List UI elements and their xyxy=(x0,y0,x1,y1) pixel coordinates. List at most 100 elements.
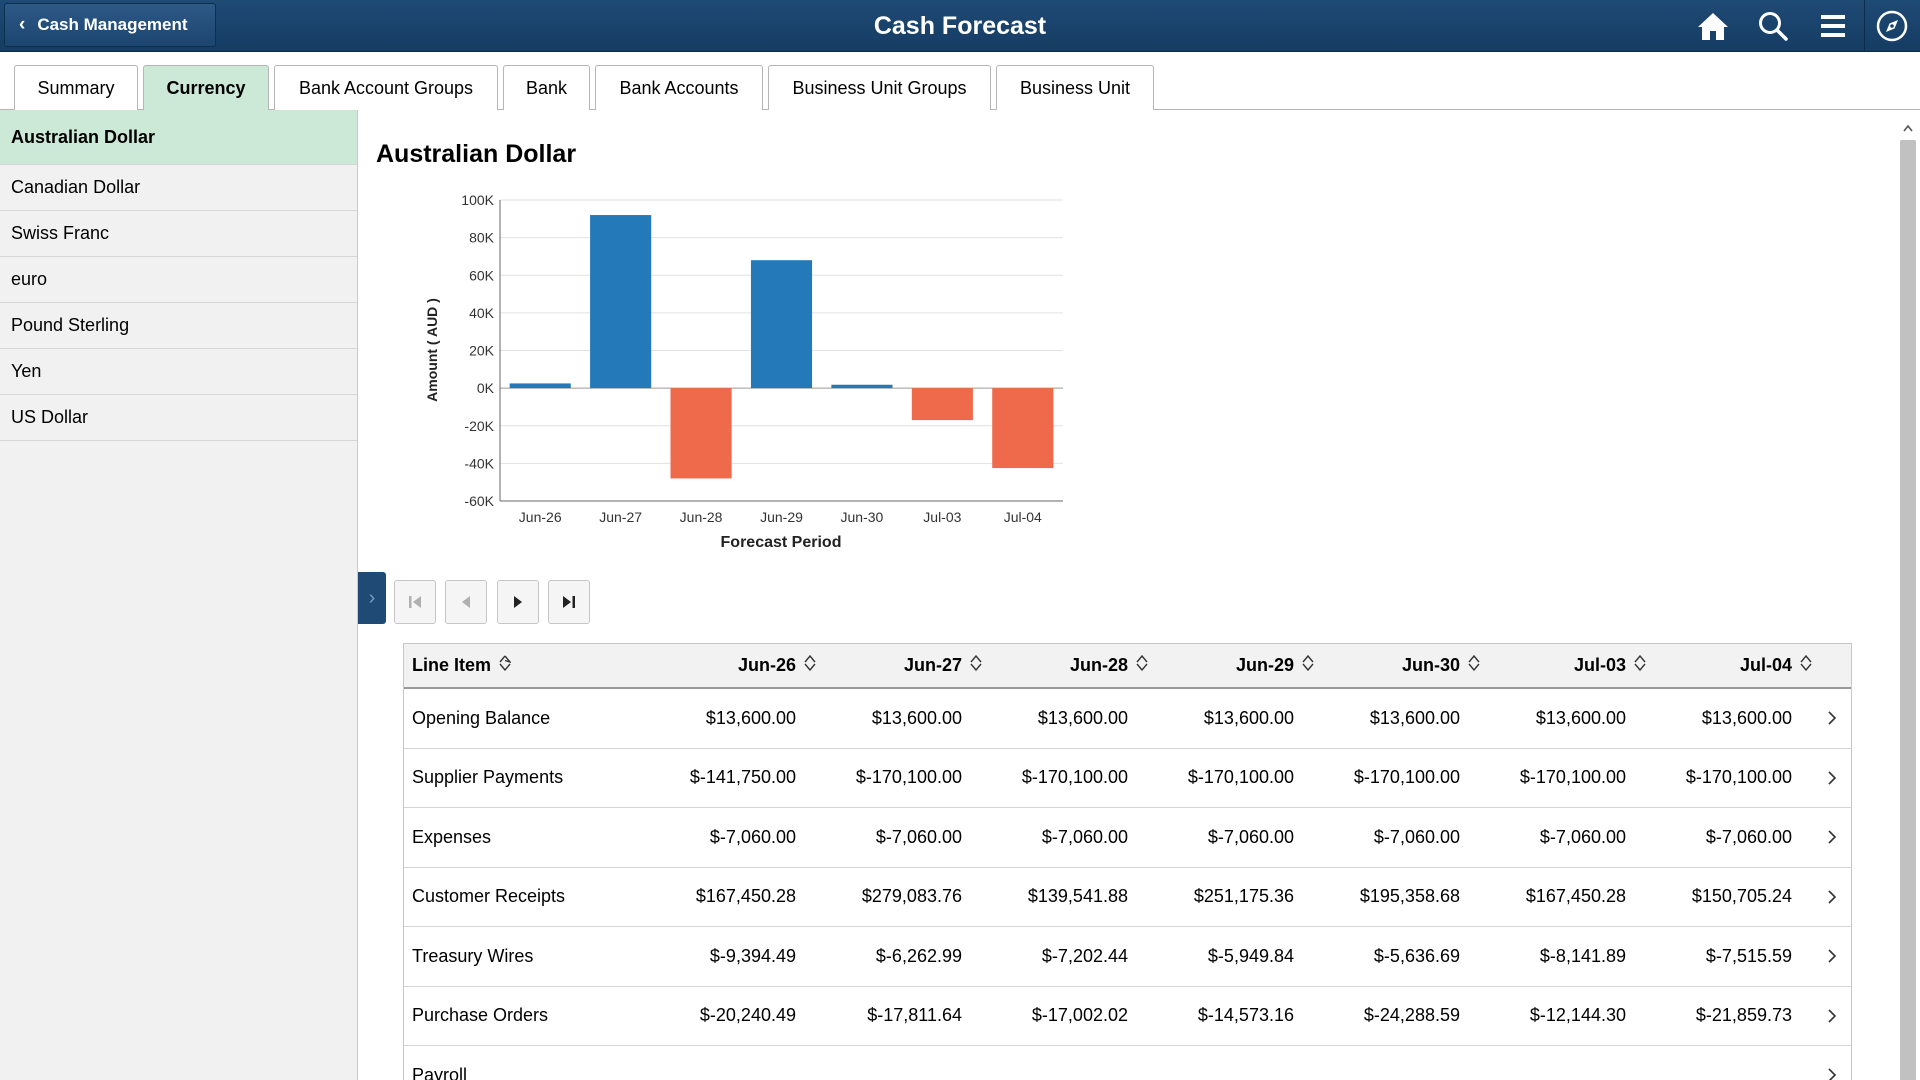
cell-value: $195,358.68 xyxy=(1359,886,1460,907)
chevron-right-icon[interactable] xyxy=(1827,808,1837,867)
cell-value: $-7,060.00 xyxy=(1373,826,1460,847)
chevron-right-icon[interactable] xyxy=(1827,987,1837,1046)
currency-item-yen[interactable]: Yen xyxy=(0,349,357,395)
currency-item-canadian-dollar[interactable]: Canadian Dollar xyxy=(0,165,357,211)
table-row[interactable]: Expenses $-7,060.00 $-7,060.00 $-7,060.00 $-… xyxy=(404,808,1851,868)
tab-bar: Summary Currency Bank Account Groups Ban… xyxy=(0,52,1920,110)
column-header-label: Jun-29 xyxy=(1235,655,1294,675)
back-button[interactable]: ‹ Cash Management xyxy=(4,3,216,47)
table-row[interactable]: Supplier Payments $-141,750.00 $-170,100.0… xyxy=(404,748,1851,808)
tab-currency[interactable]: Currency xyxy=(143,65,269,110)
navbar-compass-icon[interactable] xyxy=(1872,6,1912,46)
cell-value: $-170,100.00 xyxy=(1519,767,1626,788)
currency-item-us-dollar[interactable]: US Dollar xyxy=(0,395,357,441)
chevron-right-icon[interactable] xyxy=(1827,689,1837,748)
cell-value: $-7,060.00 xyxy=(1539,826,1626,847)
tab-business-unit-groups[interactable]: Business Unit Groups xyxy=(768,65,991,110)
bar-jul-03[interactable] xyxy=(911,388,973,421)
cell-value: $-21,859.73 xyxy=(1695,1005,1792,1026)
tab-bank-accounts[interactable]: Bank Accounts xyxy=(595,65,763,110)
row-label: Payroll xyxy=(412,1064,468,1080)
currency-item-australian-dollar[interactable]: Australian Dollar xyxy=(0,110,357,165)
cell-value: $-7,060.00 xyxy=(1207,826,1294,847)
last-page-button[interactable] xyxy=(548,580,590,624)
column-header-label: Jul-04 xyxy=(1739,655,1792,675)
table-row[interactable]: Opening Balance $13,600.00 $13,600.00 $13,6… xyxy=(404,689,1851,749)
column-header-jun-29[interactable]: Jun-29 xyxy=(1164,644,1314,687)
cell-value: $-170,100.00 xyxy=(1021,767,1128,788)
sort-icon xyxy=(1302,654,1314,676)
bar-jun-29[interactable] xyxy=(750,260,813,389)
column-header-label: Jul-03 xyxy=(1573,655,1626,675)
x-tick-label: Jun-30 xyxy=(841,509,884,525)
column-header-jun-28[interactable]: Jun-28 xyxy=(998,644,1148,687)
page-scrollbar[interactable] xyxy=(1896,118,1920,1080)
cell-value: $279,083.76 xyxy=(861,886,962,907)
bar-jul-04[interactable] xyxy=(992,388,1054,469)
y-tick-label: 100K xyxy=(461,192,494,208)
tab-summary[interactable]: Summary xyxy=(14,65,138,110)
header-divider xyxy=(1864,0,1865,52)
scroll-up-arrow-icon[interactable] xyxy=(1902,122,1914,134)
sort-icon xyxy=(499,655,513,676)
row-label: Purchase Orders xyxy=(412,1005,549,1026)
cell-value: $-170,100.00 xyxy=(1353,767,1460,788)
table-row[interactable]: Purchase Orders $-20,240.49 $-17,811.64 $-1… xyxy=(404,986,1851,1046)
previous-page-button[interactable] xyxy=(445,580,487,624)
cell-value: $-7,202.44 xyxy=(1041,945,1128,966)
cell-value: $-20,240.49 xyxy=(699,1005,796,1026)
cell-value: $13,600.00 xyxy=(871,707,962,728)
cell-value xyxy=(1456,1046,1626,1080)
x-tick-label: Jun-29 xyxy=(760,509,803,525)
first-page-button[interactable] xyxy=(394,580,436,624)
home-icon[interactable] xyxy=(1693,6,1733,46)
column-header-label: Jun-27 xyxy=(903,655,962,675)
column-header-jun-27[interactable]: Jun-27 xyxy=(832,644,982,687)
table-row[interactable]: Treasury Wires $-9,394.49 $-6,262.99 $-7,20… xyxy=(404,927,1851,987)
tab-bank-account-groups[interactable]: Bank Account Groups xyxy=(274,65,498,110)
scrollbar-thumb[interactable] xyxy=(1900,140,1916,1080)
tab-bank[interactable]: Bank xyxy=(503,65,590,110)
row-label: Customer Receipts xyxy=(412,886,566,907)
bar-jun-28[interactable] xyxy=(670,388,732,479)
currency-item-swiss-franc[interactable]: Swiss Franc xyxy=(0,211,357,257)
search-icon[interactable] xyxy=(1753,6,1793,46)
collapse-panel-handle[interactable]: › xyxy=(358,572,386,624)
table-row[interactable]: Payroll xyxy=(404,1046,1851,1080)
forecast-grid: Line Item Jun-26 Jun-27 Jun-28 Jun-29 Jun-30… xyxy=(403,643,1852,1080)
last-page-icon xyxy=(563,596,575,608)
bar-jun-26[interactable] xyxy=(509,383,571,389)
column-header-jul-04[interactable]: Jul-04 xyxy=(1662,644,1812,687)
cell-value: $13,600.00 xyxy=(1701,707,1792,728)
cell-value: $-170,100.00 xyxy=(1187,767,1294,788)
cell-value xyxy=(1290,1046,1460,1080)
column-header-label: Jun-26 xyxy=(737,655,796,675)
column-header-jun-26[interactable]: Jun-26 xyxy=(666,644,816,687)
column-header-jul-03[interactable]: Jul-03 xyxy=(1496,644,1646,687)
x-tick-label: Jun-27 xyxy=(599,509,642,525)
menu-icon[interactable] xyxy=(1813,6,1853,46)
column-header-line-item[interactable]: Line Item xyxy=(412,644,513,687)
tab-business-unit[interactable]: Business Unit xyxy=(996,65,1154,110)
currency-item-pound-sterling[interactable]: Pound Sterling xyxy=(0,303,357,349)
sort-icon xyxy=(1468,654,1480,676)
chart-bars xyxy=(509,215,1054,479)
cell-value: $-17,002.02 xyxy=(1031,1005,1128,1026)
bar-jun-27[interactable] xyxy=(590,215,652,389)
next-page-button[interactable] xyxy=(497,580,539,624)
table-row[interactable]: Customer Receipts $167,450.28 $279,083.76 $… xyxy=(404,867,1851,927)
cell-value: $13,600.00 xyxy=(1535,707,1626,728)
chevron-right-icon[interactable] xyxy=(1827,1046,1837,1080)
column-header-jun-30[interactable]: Jun-30 xyxy=(1330,644,1480,687)
y-tick-label: 20K xyxy=(469,343,495,359)
chevron-right-icon[interactable] xyxy=(1827,749,1837,808)
cell-value: $-8,141.89 xyxy=(1539,945,1626,966)
page-title: Cash Forecast xyxy=(873,12,1047,40)
row-label: Opening Balance xyxy=(412,707,551,728)
cell-value: $13,600.00 xyxy=(1203,707,1294,728)
bar-jun-30[interactable] xyxy=(831,384,893,389)
currency-item-euro[interactable]: euro xyxy=(0,257,357,303)
chevron-right-icon[interactable] xyxy=(1827,927,1837,986)
chevron-right-icon[interactable] xyxy=(1827,868,1837,927)
sort-icon xyxy=(1136,654,1148,676)
